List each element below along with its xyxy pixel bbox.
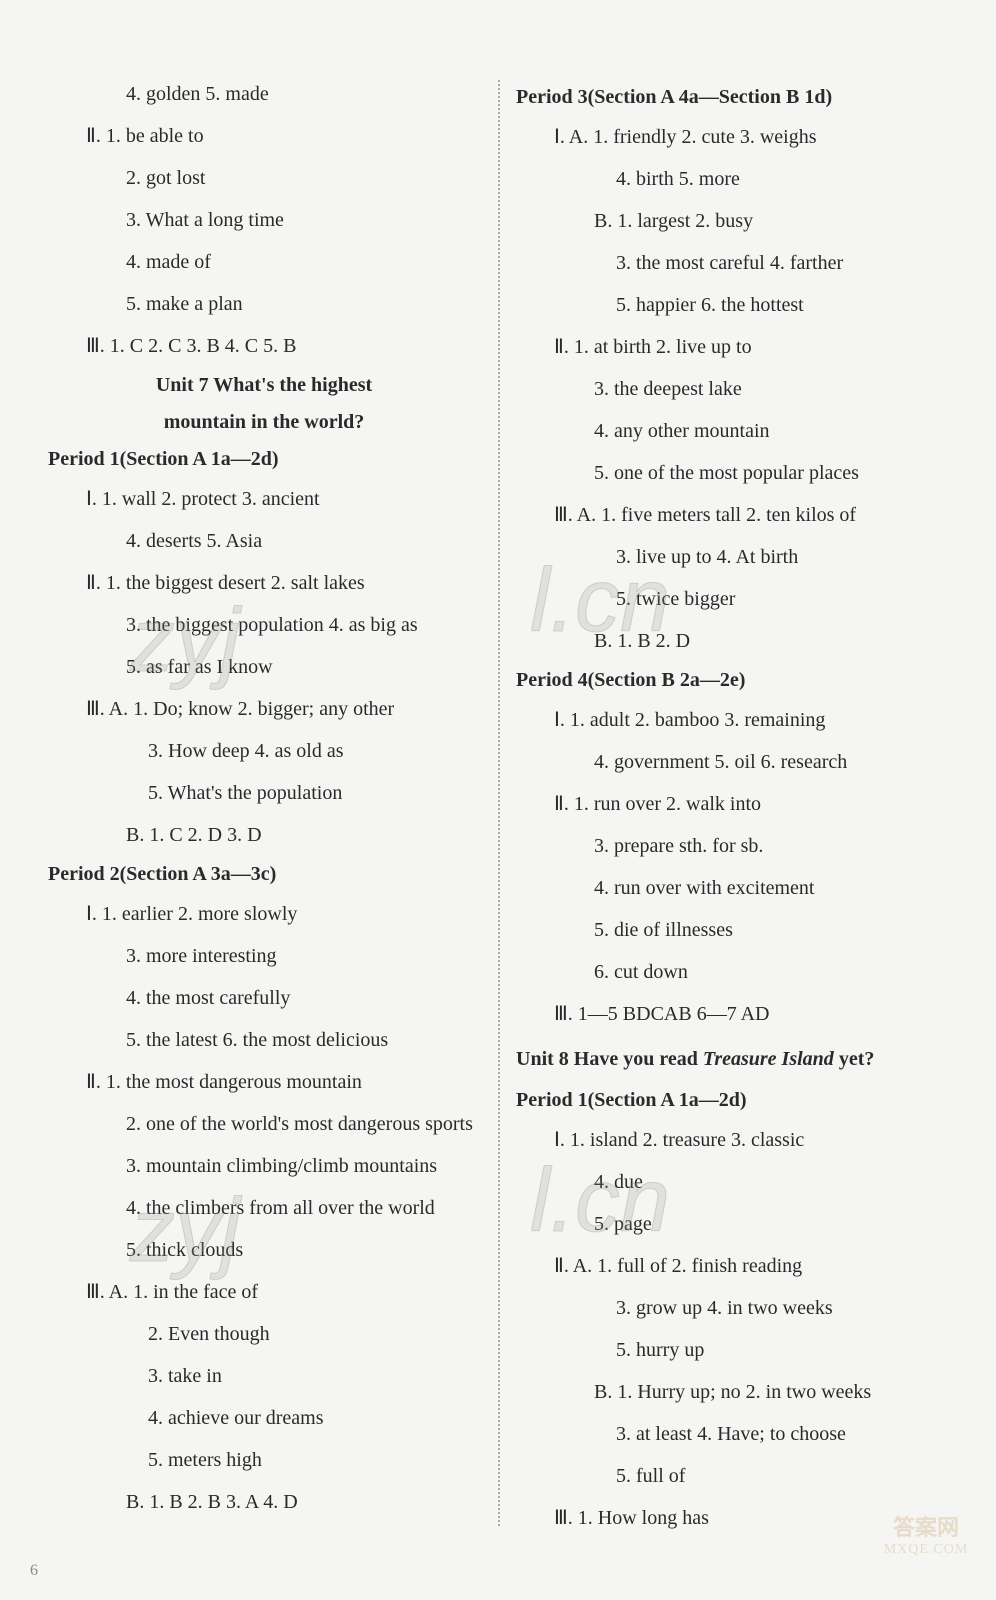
right-line: B. 1. B 2. D [516,627,948,655]
left-line: Period 1(Section A 1a—2d) [48,448,480,471]
right-line: 5. twice bigger [516,585,948,613]
right-line: 3. prepare sth. for sb. [516,832,948,860]
left-line: 2. Even though [48,1320,480,1348]
right-line: Period 4(Section B 2a—2e) [516,669,948,692]
left-line: 5. meters high [48,1446,480,1474]
right-line: 4. any other mountain [516,417,948,445]
left-line: 4. the most carefully [48,984,480,1012]
right-line: 5. hurry up [516,1336,948,1364]
left-line: Ⅱ. 1. the biggest desert 2. salt lakes [48,569,480,597]
left-line: 5. the latest 6. the most delicious [48,1026,480,1054]
left-line: 4. deserts 5. Asia [48,527,480,555]
left-line: Ⅰ. 1. wall 2. protect 3. ancient [48,485,480,513]
right-line: Ⅱ. A. 1. full of 2. finish reading [516,1252,948,1280]
left-line: 4. achieve our dreams [48,1404,480,1432]
left-line: 5. thick clouds [48,1236,480,1264]
right-line: 3. the most careful 4. farther [516,249,948,277]
left-line: 4. the climbers from all over the world [48,1194,480,1222]
badge-line2: MXQE.COM [866,1542,986,1558]
left-line: Ⅰ. 1. earlier 2. more slowly [48,900,480,928]
right-line: Ⅲ. 1—5 BDCAB 6—7 AD [516,1000,948,1028]
left-line: Ⅱ. 1. be able to [48,122,480,150]
left-line: Period 2(Section A 3a—3c) [48,863,480,886]
left-column: 4. golden 5. made Ⅱ. 1. be able to 2. got … [30,80,498,1546]
left-line: 3. take in [48,1362,480,1390]
right-line: Ⅱ. 1. at birth 2. live up to [516,333,948,361]
left-line: 5. What's the population [48,779,480,807]
left-line: Unit 7 What's the highest [48,374,480,397]
left-line: Ⅲ. A. 1. Do; know 2. bigger; any other [48,695,480,723]
left-line: B. 1. C 2. D 3. D [48,821,480,849]
left-line: mountain in the world? [48,411,480,434]
right-line: B. 1. Hurry up; no 2. in two weeks [516,1378,948,1406]
corner-badge: 答案网 MXQE.COM [866,1510,986,1580]
right-column: Period 3(Section A 4a—Section B 1d) Ⅰ. A.… [498,80,966,1546]
right-line: 3. grow up 4. in two weeks [516,1294,948,1322]
right-line: Period 3(Section A 4a—Section B 1d) [516,86,948,109]
page-number: 6 [30,1562,38,1580]
left-line: Ⅱ. 1. the most dangerous mountain [48,1068,480,1096]
right-line: Ⅲ. A. 1. five meters tall 2. ten kilos o… [516,501,948,529]
left-line: Ⅲ. A. 1. in the face of [48,1278,480,1306]
left-line: 5. as far as I know [48,653,480,681]
right-line: 5. full of [516,1462,948,1490]
right-line: Ⅰ. 1. island 2. treasure 3. classic [516,1126,948,1154]
column-divider [498,80,500,1526]
left-line: 2. one of the world's most dangerous spo… [48,1110,480,1138]
right-line: 5. die of illnesses [516,916,948,944]
right-line: Period 1(Section A 1a—2d) [516,1089,948,1112]
right-line: 4. run over with excitement [516,874,948,902]
right-line: 6. cut down [516,958,948,986]
right-line: B. 1. largest 2. busy [516,207,948,235]
right-line: 5. happier 6. the hottest [516,291,948,319]
right-line: Ⅰ. 1. adult 2. bamboo 3. remaining [516,706,948,734]
right-line: Ⅰ. A. 1. friendly 2. cute 3. weighs [516,123,948,151]
left-line: 3. mountain climbing/climb mountains [48,1152,480,1180]
left-line: 4. made of [48,248,480,276]
left-line: 2. got lost [48,164,480,192]
left-line: 3. How deep 4. as old as [48,737,480,765]
left-line: 4. golden 5. made [48,80,480,108]
right-line: 3. live up to 4. At birth [516,543,948,571]
right-line: 5. page [516,1210,948,1238]
page-container: 4. golden 5. made Ⅱ. 1. be able to 2. got … [0,0,996,1586]
right-line: 4. government 5. oil 6. research [516,748,948,776]
left-line: B. 1. B 2. B 3. A 4. D [48,1488,480,1516]
right-line: 4. birth 5. more [516,165,948,193]
right-line: 4. due [516,1168,948,1196]
right-line: 3. at least 4. Have; to choose [516,1420,948,1448]
left-line: 3. more interesting [48,942,480,970]
right-line: Ⅱ. 1. run over 2. walk into [516,790,948,818]
left-line: 3. the biggest population 4. as big as [48,611,480,639]
left-line: 5. make a plan [48,290,480,318]
badge-line1: 答案网 [866,1510,986,1542]
left-line: 3. What a long time [48,206,480,234]
left-line: Ⅲ. 1. C 2. C 3. B 4. C 5. B [48,332,480,360]
right-line: Unit 8 Have you read Treasure Island yet… [516,1048,948,1071]
right-line: 5. one of the most popular places [516,459,948,487]
right-line: 3. the deepest lake [516,375,948,403]
